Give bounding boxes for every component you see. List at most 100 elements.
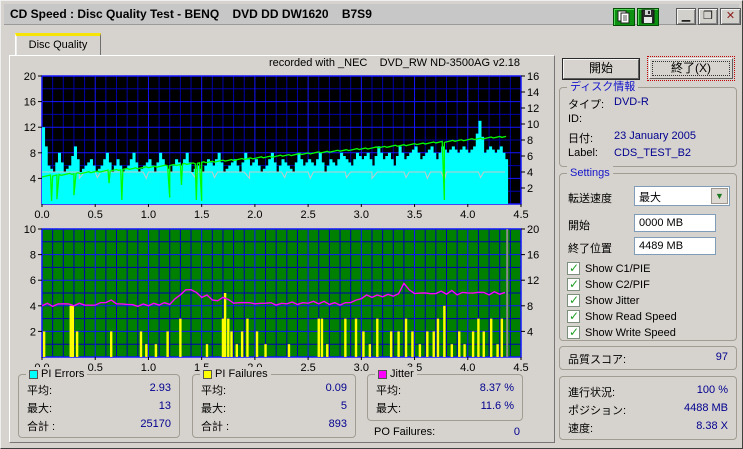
disc-label-value: CDS_TEST_B2 — [614, 147, 692, 159]
svg-text:12: 12 — [24, 122, 36, 134]
svg-text:4.5: 4.5 — [513, 209, 528, 220]
svg-text:8: 8 — [527, 301, 533, 313]
disc-date-value: 23 January 2005 — [614, 130, 696, 142]
settings-title: Settings — [567, 166, 613, 180]
svg-text:2.5: 2.5 — [300, 209, 315, 220]
pi-failures-total-row: 合計 :893 — [201, 418, 347, 433]
svg-text:16: 16 — [527, 250, 539, 262]
save-icon[interactable] — [637, 8, 659, 26]
svg-text:20: 20 — [527, 224, 539, 236]
start-pos-label: 開始 — [568, 220, 590, 232]
speed-selected-value: 最大 — [639, 192, 661, 204]
recorded-with-label: recorded with _NEC DVD_RW ND-3500AG v2.1… — [268, 57, 520, 69]
disc-quality-page: recorded with _NEC DVD_RW ND-3500AG v2.1… — [9, 55, 555, 443]
svg-text:3.5: 3.5 — [407, 209, 422, 220]
checkbox-icon — [567, 293, 580, 307]
checkbox-show-write-speed[interactable]: Show Write Speed — [567, 325, 676, 339]
pi-errors-max-row: 最大: 13 — [27, 400, 171, 415]
speed-label: 転送速度 — [568, 193, 612, 205]
svg-text:16: 16 — [527, 71, 539, 83]
quality-score-row: 品質スコア: 97 — [568, 351, 728, 366]
svg-text:4.5: 4.5 — [513, 362, 528, 374]
svg-text:4: 4 — [30, 173, 36, 185]
speed-row: 速度: 8.38 X — [568, 420, 728, 435]
speed-combobox[interactable]: 最大 ▼ — [634, 186, 730, 206]
jitter-max-row: 最大: 11.6 % — [376, 400, 514, 415]
svg-text:3.0: 3.0 — [354, 209, 369, 220]
svg-text:8: 8 — [30, 148, 36, 160]
svg-text:10: 10 — [24, 224, 36, 236]
settings-group: Settings 転送速度 最大 ▼ 開始 0000 MB 終了位置 4489 … — [559, 166, 737, 341]
chevron-down-icon[interactable]: ▼ — [711, 188, 728, 204]
start-button[interactable]: 開始 — [562, 58, 640, 80]
svg-text:10: 10 — [527, 119, 539, 131]
close-button[interactable]: ✕ — [720, 8, 741, 25]
copy-icon[interactable] — [613, 8, 635, 26]
checkbox-icon — [567, 277, 580, 291]
pi-errors-swatch — [29, 369, 38, 379]
pi-errors-group: PI Errors 平均: 2.93 最大: 13 合計 :25170 — [18, 367, 180, 438]
pi-failures-group: PI Failures 平均: 0.09 最大: 5 合計 :893 — [192, 367, 356, 438]
jitter-pif-chart: 246810481216200.00.51.01.52.02.53.03.54.… — [24, 224, 540, 374]
minimize-button[interactable]: ▁ — [676, 8, 696, 25]
svg-text:6: 6 — [30, 275, 36, 287]
window-title: CD Speed : Disc Quality Test - BENQ DVD … — [10, 7, 372, 21]
quality-score-box: 品質スコア: 97 — [559, 346, 737, 370]
progress-box: 進行状況: 100 % ポジション: 4488 MB 速度: 8.38 X — [559, 376, 737, 440]
svg-text:1.0: 1.0 — [141, 209, 156, 220]
svg-text:1.0: 1.0 — [141, 362, 156, 374]
checkbox-icon — [567, 325, 580, 339]
maximize-button[interactable]: ❒ — [698, 8, 718, 25]
po-failures-row: PO Failures: 0 — [374, 426, 520, 438]
end-pos-field[interactable]: 4489 MB — [634, 237, 716, 255]
svg-text:1.5: 1.5 — [194, 209, 209, 220]
pi-failures-max-row: 最大: 5 — [201, 400, 347, 415]
pi-errors-avg-row: 平均: 2.93 — [27, 382, 171, 397]
svg-text:2.0: 2.0 — [247, 209, 262, 220]
title-bar: CD Speed : Disc Quality Test - BENQ DVD … — [4, 4, 741, 26]
exit-button[interactable]: 終了(X) — [647, 56, 735, 81]
progress-row: 進行状況: 100 % — [568, 384, 728, 399]
checkbox-show-jitter[interactable]: Show Jitter — [567, 293, 639, 307]
checkbox-show-read-speed[interactable]: Show Read Speed — [567, 309, 677, 323]
disc-id-label: ID: — [568, 113, 583, 125]
disc-label-label: Label: — [568, 147, 598, 159]
exit-button-label: 終了(X) — [649, 58, 733, 79]
jitter-title: Jitter — [390, 368, 414, 380]
checkbox-show-c2-pif[interactable]: Show C2/PIF — [567, 277, 650, 291]
checkbox-icon — [567, 261, 580, 275]
svg-text:2: 2 — [527, 183, 533, 195]
disc-date-label: 日付: — [568, 133, 594, 145]
pi-errors-total-row: 合計 :25170 — [27, 418, 171, 433]
disc-info-title: ディスク情報 — [567, 80, 639, 94]
pi-failures-title: PI Failures — [215, 368, 268, 380]
disc-type-value: DVD-R — [614, 96, 649, 108]
pi-failures-avg-row: 平均: 0.09 — [201, 382, 347, 397]
svg-text:0.5: 0.5 — [88, 362, 103, 374]
position-row: ポジション: 4488 MB — [568, 402, 728, 417]
pi-errors-title: PI Errors — [41, 368, 85, 380]
svg-text:4: 4 — [30, 301, 36, 313]
tab-disc-quality[interactable]: Disc Quality — [15, 33, 101, 56]
svg-text:4: 4 — [527, 326, 533, 338]
svg-text:0.5: 0.5 — [88, 209, 103, 220]
svg-text:12: 12 — [527, 103, 539, 115]
start-pos-field[interactable]: 0000 MB — [634, 214, 716, 232]
svg-text:6: 6 — [527, 151, 533, 163]
svg-text:8: 8 — [527, 135, 533, 147]
tab-label: Disc Quality — [28, 39, 88, 51]
svg-text:4: 4 — [527, 167, 533, 179]
svg-text:16: 16 — [24, 97, 36, 109]
svg-text:14: 14 — [527, 87, 539, 99]
checkbox-show-c1-pie[interactable]: Show C1/PIE — [567, 261, 650, 275]
svg-text:2: 2 — [30, 326, 36, 338]
svg-text:2.5: 2.5 — [300, 362, 315, 374]
jitter-avg-row: 平均: 8.37 % — [376, 382, 514, 397]
end-pos-label: 終了位置 — [568, 243, 612, 255]
disc-info-group: ディスク情報 タイプ: DVD-R ID: 日付: 23 January 200… — [559, 80, 737, 167]
svg-text:0.0: 0.0 — [34, 209, 49, 220]
svg-text:8: 8 — [30, 250, 36, 262]
jitter-group: Jitter 平均: 8.37 % 最大: 11.6 % — [367, 367, 523, 421]
svg-text:20: 20 — [24, 71, 36, 83]
